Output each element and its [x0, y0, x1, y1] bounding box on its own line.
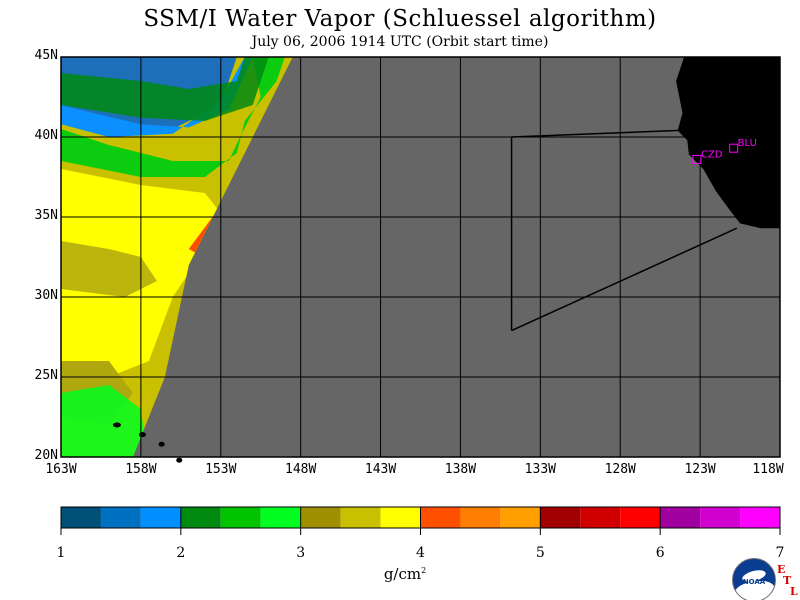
colorbar-swatch-17: [740, 507, 780, 528]
swath-band-1: [61, 385, 148, 457]
page-subtitle: July 06, 2006 1914 UTC (Orbit start time…: [251, 34, 549, 50]
lat-label-45n: 45N: [34, 48, 58, 63]
lon-label-128w: 128W: [604, 462, 636, 477]
colorbar-label-7: 7: [775, 545, 785, 561]
lon-label-118w: 118W: [752, 462, 784, 477]
station-label-czd: CZD: [701, 149, 723, 160]
colorbar-label-3: 3: [296, 545, 306, 561]
island-0: [112, 422, 121, 428]
colorbar-swatch-8: [380, 507, 421, 528]
colorbar-swatch-6: [300, 507, 341, 528]
colorbar-swatch-3: [180, 507, 221, 528]
lat-label-35n: 35N: [34, 208, 58, 223]
box-line-0: [511, 128, 717, 138]
swath-band-2: [61, 241, 157, 297]
lat-label-20n: 20N: [34, 448, 58, 463]
logo-wave-icon: [733, 581, 775, 600]
etl-letter-t: T: [783, 574, 792, 587]
station-label-blu: BLU: [738, 138, 757, 149]
lat-label-30n: 30N: [34, 288, 58, 303]
colorbar-label-4: 4: [416, 545, 425, 561]
lon-label-153w: 153W: [205, 462, 237, 477]
colorbar-swatch-12: [540, 507, 581, 528]
colorbar-unit: g/cm2: [370, 565, 440, 583]
station-marker-czd: [692, 154, 702, 164]
swath-band-0: [61, 57, 269, 121]
island-1: [138, 432, 146, 438]
lon-label-123w: 123W: [684, 462, 716, 477]
land-california: [676, 57, 780, 229]
etl-letter-e: E: [777, 563, 786, 576]
colorbar-swatch-10: [460, 507, 501, 528]
lon-label-163w: 163W: [45, 462, 77, 477]
lon-label-143w: 143W: [364, 462, 397, 477]
colorbar-swatch-5: [260, 507, 301, 528]
colorbar-swatch-15: [660, 507, 701, 528]
colorbar-swatch-1: [100, 507, 141, 528]
page-title: SSM/I Water Vapor (Schluessel algorithm): [143, 6, 657, 32]
colorbar-swatch-16: [700, 507, 741, 528]
box-line-2: [511, 227, 738, 332]
lat-label-40n: 40N: [34, 128, 58, 143]
lon-label-133w: 133W: [524, 462, 556, 477]
colorbar-label-1: 1: [56, 545, 66, 561]
unit-superscript: 2: [421, 566, 427, 575]
colorbar-swatch-7: [340, 507, 381, 528]
colorbar-swatch-0: [61, 507, 101, 528]
lat-label-25n: 25N: [34, 368, 58, 383]
colorbar-swatch-11: [500, 507, 541, 528]
lon-label-148w: 148W: [285, 462, 317, 477]
station-marker-blu: [729, 143, 739, 153]
unit-text: g/cm: [383, 565, 422, 583]
etl-letter-l: L: [790, 585, 798, 598]
noaa-logo: NOAA: [732, 558, 776, 600]
colorbar-swatch-4: [220, 507, 261, 528]
lon-label-138w: 138W: [444, 462, 477, 477]
colorbar-label-6: 6: [655, 545, 665, 561]
colorbar-swatch-13: [580, 507, 621, 528]
map-frame: [60, 56, 781, 458]
colorbar-swatch-9: [420, 507, 461, 528]
island-2: [158, 441, 165, 447]
lon-label-158w: 158W: [125, 462, 157, 477]
colorbar-label-5: 5: [535, 545, 545, 561]
colorbar-swatch-2: [140, 507, 181, 528]
colorbar-label-2: 2: [176, 545, 186, 561]
island-3: [176, 457, 183, 463]
logo-text: NOAA: [742, 578, 766, 586]
colorbar-swatch-14: [620, 507, 661, 528]
